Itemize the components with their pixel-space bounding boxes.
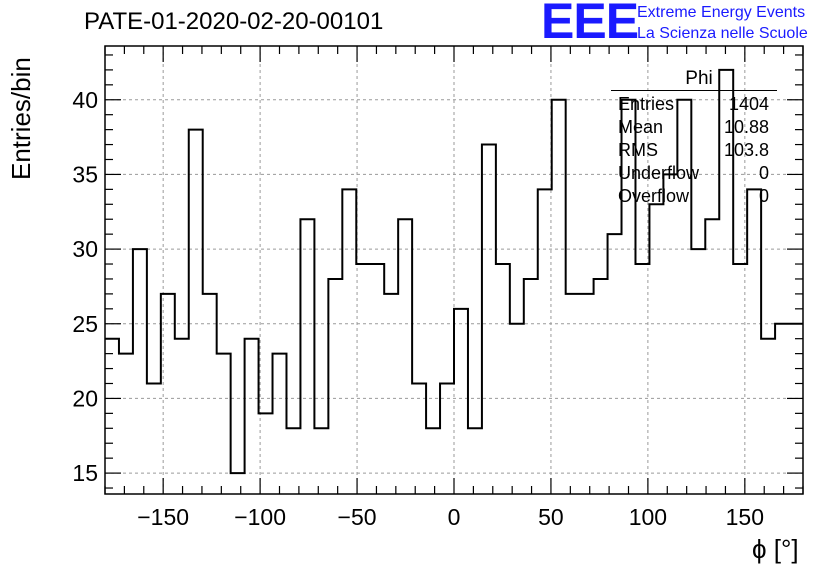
y-tick-label: 35 [72, 161, 98, 187]
histogram-bin [314, 428, 328, 494]
y-tick-label: 40 [72, 87, 98, 113]
histogram-bin [231, 473, 245, 494]
y-tick-label: 30 [72, 236, 98, 262]
histogram-bin [133, 249, 147, 494]
eee-logo: EEE [541, 0, 639, 49]
histogram-bin [705, 219, 719, 494]
histogram-bin [105, 339, 119, 494]
histogram-bin [119, 354, 133, 494]
histogram-bin [496, 264, 510, 494]
histogram-bin [398, 219, 412, 494]
axis-ticks [104, 46, 804, 494]
histogram-bin [440, 383, 454, 494]
stats-label: Mean [618, 117, 664, 137]
histogram-bin [482, 145, 496, 494]
x-tick-label: −50 [338, 504, 377, 530]
stats-label: Entries [618, 94, 675, 114]
histogram-bin [510, 324, 524, 494]
histogram-bin [300, 219, 314, 494]
histogram-bin [538, 189, 552, 494]
histogram-bin [608, 234, 622, 494]
histogram-bin [649, 204, 663, 494]
x-axis-label: ϕ [°] [752, 534, 799, 564]
histogram-bin [747, 189, 761, 494]
stats-value: 10.88 [723, 117, 769, 137]
x-tick-label: 50 [538, 504, 564, 530]
logo-line-1: Extreme Energy Events [637, 4, 806, 21]
stats-title: Phi [685, 68, 713, 89]
histogram-bin [203, 294, 217, 494]
histogram-bin [356, 264, 370, 494]
histogram-bin [245, 339, 259, 494]
histogram-bin [761, 339, 775, 494]
histogram-bin [370, 264, 384, 494]
histogram-bin [580, 294, 594, 494]
histogram-bin [161, 294, 175, 494]
stats-label: Overflow [618, 186, 690, 206]
histogram-bin [384, 294, 398, 494]
axis-tick-labels: −150 −100 −50 0 50 100 150 15 20 25 30 35 40 [72, 87, 764, 530]
stats-row: Mean 10.88 [611, 116, 777, 139]
stats-value: 0 [758, 163, 769, 183]
histogram-bin [663, 174, 677, 494]
x-tick-label: 150 [726, 504, 764, 530]
histogram-bin [328, 279, 342, 494]
histogram-bin [775, 324, 789, 494]
x-tick-label: −150 [137, 504, 189, 530]
y-tick-label: 15 [72, 460, 98, 486]
stats-box: Phi Entries 1404 Mean 10.88 RMS 103.8 Un… [611, 68, 777, 208]
histogram-bin [189, 130, 203, 494]
histogram-bin [594, 279, 608, 494]
histogram-bin [426, 428, 440, 494]
histogram-bin [286, 428, 300, 494]
y-tick-label: 20 [72, 385, 98, 411]
stats-divider [611, 90, 777, 91]
histogram-bin [273, 354, 287, 494]
stats-row: Overflow 0 [611, 185, 777, 208]
logo-line-2: La Scienza nelle Scuole [637, 25, 808, 42]
histogram-bin [733, 264, 747, 494]
histogram-bin [566, 294, 580, 494]
stats-label: Underflow [618, 163, 700, 183]
histogram-bin [524, 279, 538, 494]
stats-row: Entries 1404 [611, 93, 777, 116]
histogram-bin [454, 309, 468, 494]
histogram-bin [412, 383, 426, 494]
histogram-bin [147, 383, 161, 494]
stats-row: RMS 103.8 [611, 139, 777, 162]
stats-value: 103.8 [723, 140, 769, 160]
histogram-series [105, 68, 803, 494]
histogram-bin [635, 264, 649, 494]
y-tick-label: 25 [72, 311, 98, 337]
plot-title: PATE-01-2020-02-20-00101 [84, 8, 384, 35]
stats-value: 0 [758, 186, 769, 206]
histogram-bin [342, 189, 356, 494]
stats-row: Underflow 0 [611, 162, 777, 185]
histogram-bin [468, 428, 482, 494]
histogram-bin [789, 324, 803, 494]
stats-label: RMS [618, 140, 658, 160]
x-tick-label: −100 [234, 504, 286, 530]
histogram-bin [217, 354, 231, 494]
x-tick-label: 0 [448, 504, 461, 530]
y-axis-label: Entries/bin [6, 57, 36, 180]
stats-value: 1404 [728, 94, 769, 114]
histogram-outline [105, 68, 803, 475]
histogram-bin [691, 249, 705, 494]
x-tick-label: 100 [629, 504, 667, 530]
histogram-bin [175, 339, 189, 494]
histogram-bin [552, 100, 566, 494]
